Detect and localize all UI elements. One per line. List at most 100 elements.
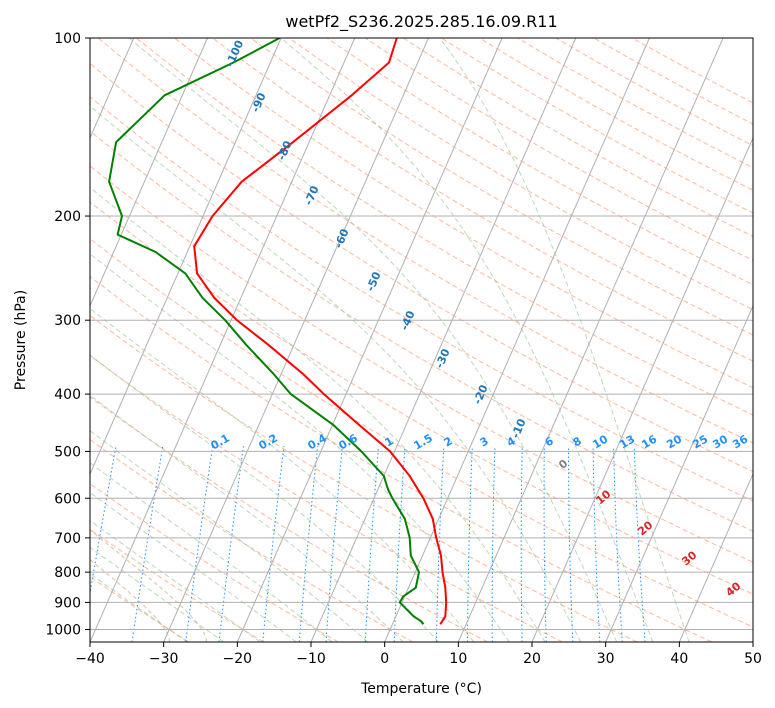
dry-adiabat bbox=[90, 354, 563, 642]
y-tick-label: 300 bbox=[54, 313, 81, 329]
dry-adiabat bbox=[174, 38, 753, 389]
profile-series bbox=[108, 38, 448, 625]
moist-adiabat bbox=[128, 38, 618, 642]
isotherm-label: -30 bbox=[433, 347, 453, 371]
mixing-ratio-label: 0.4 bbox=[306, 431, 330, 452]
dry-adiabat bbox=[288, 38, 753, 311]
isotherm-label: -70 bbox=[302, 184, 322, 208]
x-tick-label: 10 bbox=[449, 651, 467, 667]
dry-adiabat bbox=[326, 38, 753, 286]
isotherm-gridline bbox=[752, 640, 753, 642]
temperature-line bbox=[193, 38, 448, 625]
mixing-ratio-label: 2 bbox=[442, 434, 455, 449]
dry-adiabat bbox=[90, 528, 264, 642]
mixing-ratio-line bbox=[592, 446, 601, 642]
dry-adiabat bbox=[90, 275, 712, 642]
dry-adiabat bbox=[97, 38, 753, 444]
y-tick-label: 200 bbox=[54, 209, 81, 225]
dry-adiabat bbox=[90, 130, 753, 532]
dry-adiabat bbox=[250, 38, 753, 336]
mixing-ratio-label: 16 bbox=[639, 432, 659, 451]
mixing-ratio-lines bbox=[90, 446, 646, 642]
dewpoint-line bbox=[108, 38, 425, 625]
isotherm-gridline bbox=[90, 38, 282, 476]
isotherm-gridline bbox=[310, 38, 577, 642]
dry-adiabat bbox=[135, 38, 753, 416]
moist-adiabat bbox=[280, 38, 654, 642]
x-tick-label: 20 bbox=[523, 651, 541, 667]
mixing-ratio-line bbox=[520, 446, 523, 642]
moist-adiabat bbox=[90, 253, 510, 642]
grid bbox=[0, 38, 753, 642]
chart-title: wetPf2_S236.2025.285.16.09.R11 bbox=[285, 12, 557, 32]
warm-isotherm-label: 10 bbox=[593, 487, 613, 507]
moist-adiabat bbox=[90, 354, 439, 642]
moist-adiabat bbox=[90, 307, 475, 642]
isotherm-label: -40 bbox=[398, 309, 418, 333]
dry-adiabat bbox=[517, 38, 753, 169]
isotherm-gridline bbox=[0, 38, 60, 642]
y-tick-label: 900 bbox=[54, 595, 81, 611]
moist-adiabat bbox=[90, 462, 333, 642]
y-tick-label: 500 bbox=[54, 444, 81, 460]
isotherm-gridline bbox=[457, 38, 724, 642]
moist-adiabat bbox=[90, 105, 582, 642]
x-tick-label: 30 bbox=[597, 651, 615, 667]
mixing-ratio-line bbox=[218, 446, 244, 642]
isotherm-gridline bbox=[384, 38, 650, 642]
isotherm-gridline bbox=[605, 304, 753, 642]
dry-adiabat bbox=[555, 38, 753, 147]
moist-adiabat bbox=[90, 573, 188, 642]
plot-area: -100-90-80-70-60-50-40-30-20-100.1 0.2 0.4… bbox=[0, 38, 753, 642]
x-axis-label: Temperature (°C) bbox=[360, 681, 482, 697]
dgz-curve bbox=[90, 528, 207, 642]
moist-adiabat bbox=[90, 430, 369, 642]
isotherm-gridline bbox=[163, 38, 429, 642]
dry-adiabat bbox=[90, 165, 753, 563]
x-tick-label: 0 bbox=[380, 651, 389, 667]
moist-adiabat bbox=[90, 546, 225, 642]
y-axis-label: Pressure (hPa) bbox=[13, 290, 29, 390]
dry-adiabat bbox=[364, 38, 753, 261]
mixing-ratio-label: 10 bbox=[590, 432, 610, 451]
isotherm-label: -100 bbox=[223, 38, 246, 69]
y-tick-label: 600 bbox=[54, 491, 81, 507]
isotherm-gridline bbox=[678, 472, 753, 642]
moist-adiabat bbox=[90, 491, 297, 642]
dry-adiabat bbox=[90, 96, 753, 502]
y-tick-label: 800 bbox=[54, 565, 81, 581]
mixing-ratio-label: 3 bbox=[478, 434, 491, 449]
mixing-ratio-label: 20 bbox=[664, 432, 684, 451]
dry-adiabat bbox=[631, 38, 753, 104]
line-labels: -100-90-80-70-60-50-40-30-20-100.1 0.2 0.4… bbox=[209, 38, 751, 599]
mixing-ratio-label: 8 bbox=[571, 434, 584, 449]
warm-isotherm-label: 30 bbox=[679, 548, 699, 568]
dry-adiabat bbox=[90, 483, 339, 642]
y-tick-label: 100 bbox=[54, 31, 81, 47]
mixing-ratio-line bbox=[393, 446, 406, 642]
dry-adiabat bbox=[90, 201, 753, 595]
mixing-ratio-line bbox=[633, 446, 646, 642]
mixing-ratio-line bbox=[262, 446, 285, 642]
mixing-ratio-label: 36 bbox=[730, 432, 750, 451]
isotherm-gridline bbox=[236, 38, 503, 642]
moist-adiabats bbox=[90, 38, 690, 642]
mixing-ratio-line bbox=[185, 446, 214, 642]
mixing-ratio-label: 0.6 bbox=[337, 431, 361, 452]
mixing-ratio-line bbox=[90, 446, 117, 597]
mixing-ratio-label: 1.5 bbox=[412, 431, 435, 452]
moist-adiabat bbox=[90, 186, 546, 642]
mixing-ratio-line bbox=[131, 446, 164, 642]
dry-adiabat bbox=[441, 38, 753, 214]
mixing-ratio-line bbox=[491, 446, 496, 642]
moist-adiabat bbox=[90, 394, 404, 642]
plot-frame bbox=[89, 37, 754, 643]
dry-adiabat bbox=[90, 314, 638, 642]
isotherm-label: -90 bbox=[249, 91, 269, 115]
x-tick-label: −20 bbox=[223, 651, 253, 667]
isotherm-label: -50 bbox=[364, 270, 384, 294]
y-tick-label: 1000 bbox=[45, 622, 81, 638]
mixing-ratio-label: 0.1 bbox=[209, 431, 232, 452]
mixing-ratio-label: 6 bbox=[543, 434, 556, 449]
